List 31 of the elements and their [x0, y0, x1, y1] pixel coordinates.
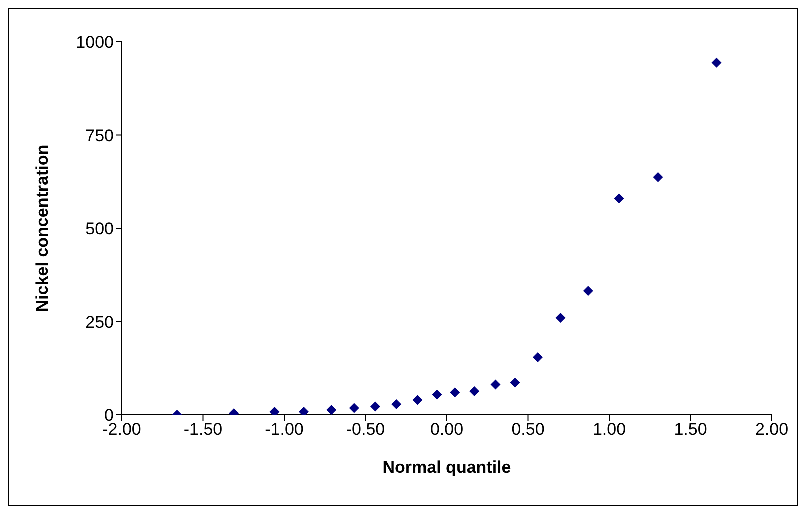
point — [533, 352, 543, 363]
x-tick-label: 1.00 — [592, 420, 626, 440]
x-tick-label: -1.00 — [265, 420, 304, 440]
y-tick-label: 1000 — [76, 33, 114, 52]
y-tick-label: 250 — [86, 312, 114, 332]
point — [556, 313, 566, 324]
point — [510, 378, 520, 388]
y-axis-title: Nickel concentration — [33, 144, 52, 312]
x-tick-label: 2.00 — [755, 420, 789, 440]
point — [326, 405, 337, 415]
point — [450, 388, 460, 398]
point — [583, 286, 594, 296]
point — [490, 380, 501, 390]
x-tick-label: -0.50 — [346, 420, 386, 440]
point — [349, 403, 360, 414]
point — [432, 390, 442, 400]
point — [470, 386, 480, 396]
point — [370, 402, 380, 412]
x-axis-title: Normal quantile — [382, 458, 512, 477]
point — [392, 400, 402, 410]
x-tick-label: -2.00 — [102, 420, 142, 440]
point — [653, 172, 664, 182]
point — [712, 58, 722, 68]
point — [614, 194, 624, 204]
y-tick-label: 500 — [86, 220, 114, 239]
x-tick-label: -1.50 — [184, 420, 223, 440]
x-tick-label: 0.50 — [512, 420, 545, 440]
x-tick-label: 1.50 — [674, 420, 708, 440]
x-tick-label: 0.00 — [430, 420, 464, 440]
y-tick-label: 750 — [86, 126, 114, 146]
point — [412, 395, 423, 406]
